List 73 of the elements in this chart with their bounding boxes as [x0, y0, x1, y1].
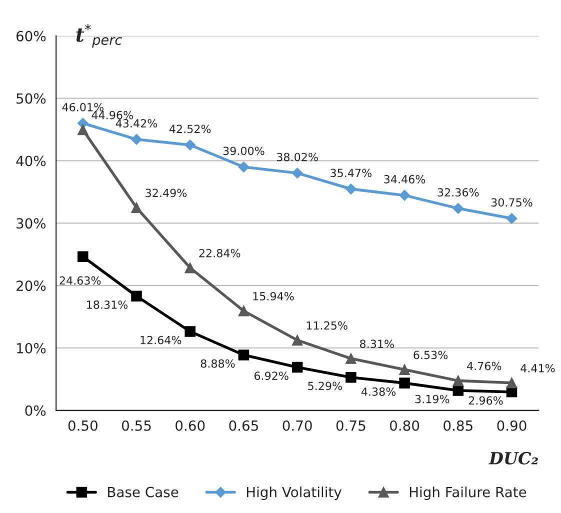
point	[399, 190, 410, 201]
data-label: 32.36%	[438, 188, 479, 197]
x-tick-label: 0.50	[68, 420, 98, 431]
y-tick-label: 40%	[16, 156, 46, 166]
point	[506, 377, 518, 388]
point	[346, 372, 356, 383]
data-label: 4.41%	[520, 364, 555, 372]
point	[292, 362, 303, 373]
y-tick-label: 20%	[16, 280, 46, 292]
chart-title: t$^{*}$$_{perc}$	[76, 24, 122, 48]
point	[346, 353, 356, 364]
x-axis-title: DUC₂	[488, 452, 538, 464]
point	[346, 184, 356, 194]
y-tick-label: 60%	[16, 30, 46, 42]
data-label: 8.88%	[200, 359, 235, 368]
point	[238, 350, 250, 360]
data-label: 22.84%	[199, 248, 240, 258]
data-label: 30.75%	[491, 198, 532, 207]
point	[452, 202, 464, 214]
point	[238, 306, 250, 316]
legend-label: Base Case	[108, 486, 178, 498]
data-label: 32.49%	[146, 188, 187, 198]
y-tick-label: 50%	[16, 93, 46, 104]
point	[506, 213, 518, 224]
data-label: 6.92%	[254, 372, 288, 380]
data-label: 8.31%	[360, 340, 394, 348]
data-label: 4.38%	[361, 387, 396, 396]
data-label: 18.31%	[87, 300, 128, 309]
data-label: 15.94%	[253, 292, 294, 300]
data-label: 12.64%	[140, 336, 182, 344]
x-tick-label: 0.70	[282, 420, 312, 431]
point	[131, 134, 142, 145]
point	[399, 378, 410, 388]
x-tick-label: 0.65	[229, 420, 258, 431]
point	[452, 385, 464, 396]
data-label: 43.42%	[116, 119, 158, 128]
point	[78, 251, 88, 262]
point	[131, 290, 142, 302]
point	[184, 262, 196, 274]
y-tick-label: 30%	[16, 218, 46, 229]
legend-label: High Failure Rate	[410, 486, 526, 500]
point	[184, 140, 196, 150]
x-tick-label: 0.55	[122, 420, 151, 431]
legend-label: High Volatility	[246, 486, 342, 500]
data-label: 2.96%	[468, 396, 503, 405]
x-tick-label: 0.80	[390, 420, 420, 431]
data-label: 24.63%	[60, 276, 101, 285]
y-tick-label: 0%	[25, 405, 46, 416]
data-label: 44.96%	[92, 110, 133, 120]
data-label: 46.01%	[62, 102, 104, 112]
data-label: 35.47%	[330, 168, 372, 178]
point	[131, 202, 142, 213]
point	[184, 326, 196, 337]
data-label: 4.76%	[467, 362, 502, 370]
x-tick-label: 0.85	[444, 420, 472, 431]
x-tick-label: 0.60	[176, 420, 205, 431]
x-tick-label: 0.90	[497, 420, 526, 431]
point	[78, 124, 88, 136]
y-tick-label: 10%	[17, 342, 46, 354]
data-label: 38.02%	[276, 152, 318, 162]
point	[452, 375, 464, 386]
point	[238, 162, 250, 172]
data-label: 42.52%	[169, 124, 211, 134]
data-label: 5.29%	[308, 382, 342, 390]
data-label: 34.46%	[384, 175, 426, 184]
point	[399, 364, 410, 376]
data-label: 3.19%	[415, 394, 450, 404]
point	[292, 334, 303, 346]
point	[292, 168, 303, 179]
x-tick-label: 0.75	[336, 420, 366, 431]
data-label: 6.53%	[414, 350, 448, 360]
data-label: 39.00%	[223, 146, 264, 156]
data-label: 11.25%	[306, 321, 348, 330]
